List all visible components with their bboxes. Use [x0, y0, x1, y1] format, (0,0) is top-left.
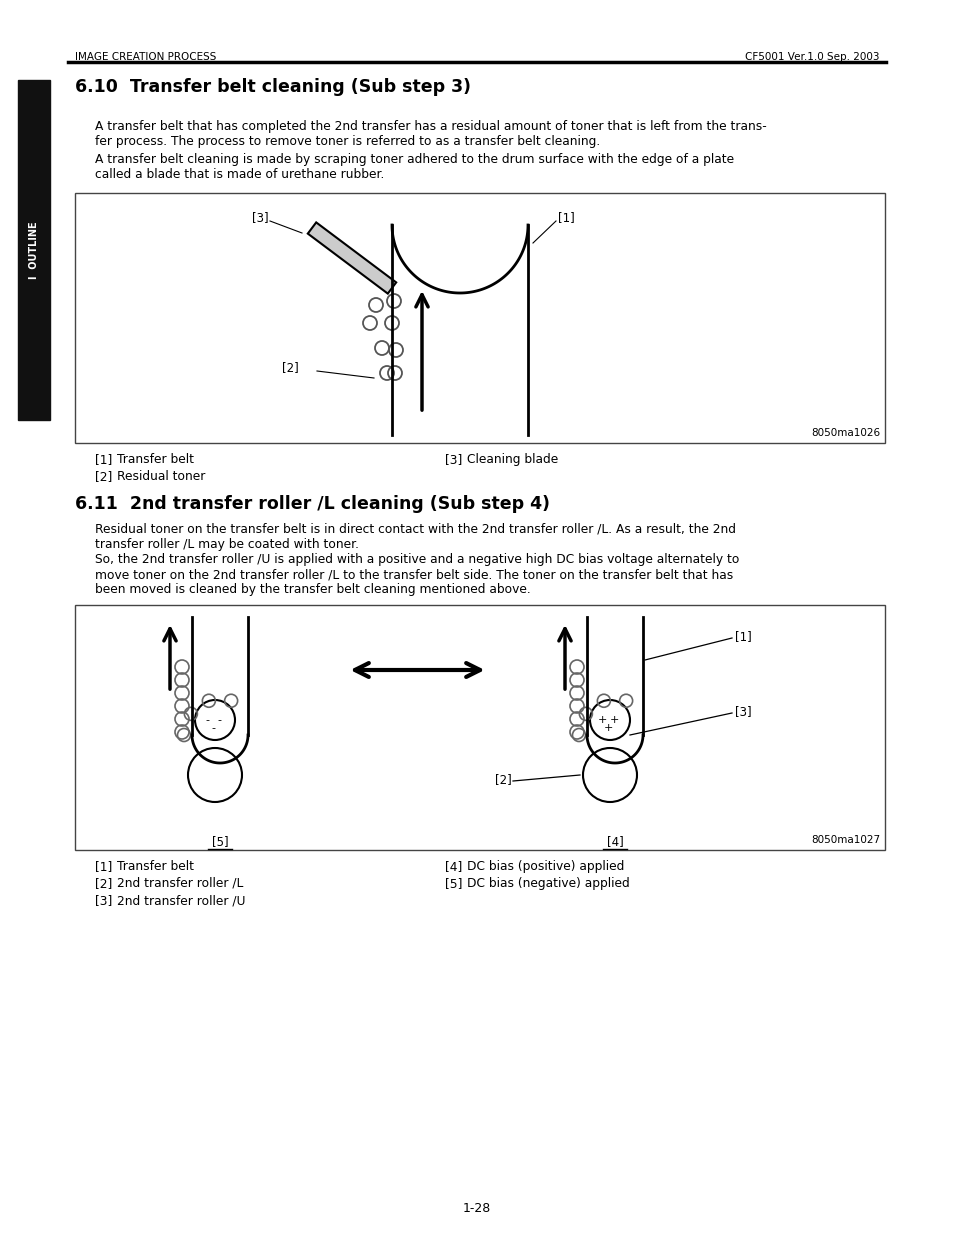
Text: -: -	[211, 722, 214, 734]
Text: -: -	[216, 715, 221, 725]
Text: 8050ma1027: 8050ma1027	[810, 835, 879, 845]
Text: [2]: [2]	[95, 877, 112, 890]
Text: A transfer belt that has completed the 2nd transfer has a residual amount of ton: A transfer belt that has completed the 2…	[95, 120, 766, 148]
Circle shape	[194, 700, 234, 740]
Text: [2]: [2]	[282, 361, 298, 374]
Text: +: +	[602, 722, 612, 734]
Text: A transfer belt cleaning is made by scraping toner adhered to the drum surface w: A transfer belt cleaning is made by scra…	[95, 153, 734, 182]
Text: [1]: [1]	[95, 860, 112, 873]
Text: [5]: [5]	[212, 835, 228, 848]
Text: 6.10  Transfer belt cleaning (Sub step 3): 6.10 Transfer belt cleaning (Sub step 3)	[75, 78, 471, 96]
Bar	[18, 80, 50, 420]
Text: +: +	[597, 715, 606, 725]
Text: Residual toner: Residual toner	[117, 471, 205, 483]
Text: [1]: [1]	[734, 630, 751, 643]
Circle shape	[582, 748, 637, 802]
Circle shape	[188, 748, 242, 802]
Bar	[75, 193, 884, 443]
Text: DC bias (negative) applied: DC bias (negative) applied	[467, 877, 629, 890]
Text: +: +	[609, 715, 618, 725]
Text: Transfer belt: Transfer belt	[117, 860, 193, 873]
Text: [4]: [4]	[606, 835, 622, 848]
Text: [3]: [3]	[734, 705, 751, 718]
Text: CF5001 Ver.1.0 Sep. 2003: CF5001 Ver.1.0 Sep. 2003	[744, 52, 879, 62]
Text: [5]: [5]	[444, 877, 462, 890]
Text: [2]: [2]	[95, 471, 112, 483]
Circle shape	[589, 700, 629, 740]
Text: 8050ma1026: 8050ma1026	[810, 429, 879, 438]
Text: So, the 2nd transfer roller /U is applied with a positive and a negative high DC: So, the 2nd transfer roller /U is applie…	[95, 553, 739, 597]
Text: Transfer belt: Transfer belt	[117, 453, 193, 466]
Text: [3]: [3]	[95, 894, 112, 906]
Text: 6.11  2nd transfer roller /L cleaning (Sub step 4): 6.11 2nd transfer roller /L cleaning (Su…	[75, 495, 550, 513]
Text: -: -	[205, 715, 209, 725]
Text: DC bias (positive) applied: DC bias (positive) applied	[467, 860, 623, 873]
Text: [3]: [3]	[252, 211, 269, 224]
Text: [3]: [3]	[444, 453, 462, 466]
Text: I  OUTLINE: I OUTLINE	[29, 221, 39, 279]
Text: 1-28: 1-28	[462, 1202, 491, 1215]
Text: 2nd transfer roller /L: 2nd transfer roller /L	[117, 877, 243, 890]
Bar	[75, 605, 884, 850]
Text: 2nd transfer roller /U: 2nd transfer roller /U	[117, 894, 245, 906]
Text: Residual toner on the transfer belt is in direct contact with the 2nd transfer r: Residual toner on the transfer belt is i…	[95, 522, 735, 551]
Text: [1]: [1]	[95, 453, 112, 466]
Text: [4]: [4]	[444, 860, 462, 873]
Text: Cleaning blade: Cleaning blade	[467, 453, 558, 466]
Text: [1]: [1]	[558, 211, 574, 224]
Text: [2]: [2]	[495, 773, 511, 785]
Text: IMAGE CREATION PROCESS: IMAGE CREATION PROCESS	[75, 52, 216, 62]
Polygon shape	[308, 222, 395, 294]
